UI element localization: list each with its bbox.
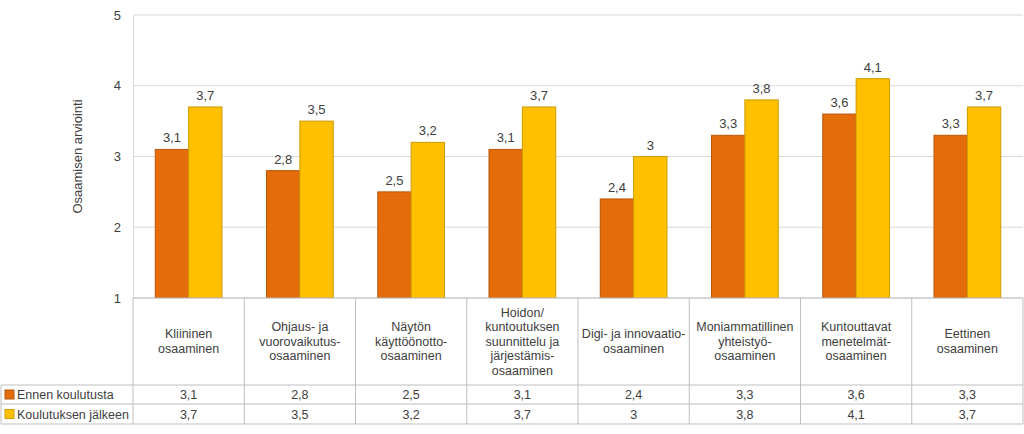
bar (967, 107, 1000, 298)
legend-label: Ennen koulutusta (17, 388, 114, 402)
grid-line (133, 15, 1023, 16)
category-label: Digi- ja innovaatio-osaaminen (582, 327, 686, 356)
y-tick: 5 (114, 8, 133, 23)
table-value: 3,7 (514, 408, 531, 422)
table-value: 3,8 (736, 408, 753, 422)
table-value: 4,1 (847, 408, 864, 422)
data-label: 3,8 (753, 81, 771, 96)
y-axis-line (133, 16, 134, 299)
data-label: 4,1 (864, 60, 882, 75)
table-line (466, 298, 467, 424)
table-value: 3,6 (847, 388, 864, 402)
table-line (1, 385, 2, 424)
table-line (355, 298, 356, 424)
bar (378, 192, 411, 298)
bar (489, 149, 522, 298)
data-label: 2,8 (274, 152, 292, 167)
table-line (1, 404, 1023, 405)
chart: 12345Osaamisen arviointi3,12,82,53,12,43… (0, 0, 1024, 434)
data-label: 2,5 (385, 173, 403, 188)
y-axis: 1 2 3 4 5 (114, 8, 134, 306)
data-label: 3,1 (163, 130, 181, 145)
table-line (1, 385, 1023, 386)
table-value: 3,2 (402, 408, 419, 422)
data-label: 3,6 (830, 95, 848, 110)
bars (155, 79, 1001, 298)
bar (155, 149, 188, 298)
legend-label: Koulutuksen jälkeen (17, 408, 129, 422)
bar (934, 135, 967, 298)
y-tick: 4 (114, 78, 133, 93)
table-value: 2,5 (402, 388, 419, 402)
bar (267, 171, 300, 298)
data-label: 3,7 (975, 88, 993, 103)
table-value: 3,7 (180, 408, 197, 422)
table-value: 2,8 (291, 388, 308, 402)
table-line (1023, 298, 1024, 424)
y-tick-label: 3 (114, 149, 121, 164)
table-line (578, 298, 579, 424)
data-label: 3,3 (719, 116, 737, 131)
legend-key (5, 390, 14, 399)
data-label: 3 (647, 138, 654, 153)
legend-entry: Ennen koulutusta (5, 388, 114, 402)
table-value: 3,1 (514, 388, 531, 402)
bar (634, 157, 667, 299)
data-labels: 3,1 2,8 2,5 3,1 2,4 3,3 3,6 3,3 3,7 3,5 3,2 3,7 3 3,8… (163, 60, 993, 195)
y-tick-label: 5 (114, 8, 121, 23)
table-line (911, 298, 912, 424)
category-label: Hoidon/kuntoutuksensuunnittelu jajärjest… (485, 306, 559, 378)
y-tick-label: 2 (114, 220, 121, 235)
grid (133, 15, 1023, 298)
y-tick: 3 (114, 149, 133, 164)
bar (522, 107, 555, 298)
table-value: 3,1 (180, 388, 197, 402)
table-line (1, 424, 1023, 425)
table-value: 3,3 (959, 388, 976, 402)
data-label: 3,2 (419, 123, 437, 138)
y-axis-title: Osaamisen arviointi (70, 99, 85, 213)
legend-key (5, 410, 14, 419)
data-table: Kliininenosaaminen Ohjaus- javuorovaikutu… (1, 298, 1023, 424)
category-label: Näytönkäyttöönotto-osaaminen (375, 320, 447, 363)
category-label: Kuntouttavatmenetelmät-osaaminen (821, 320, 892, 363)
category-label: Ohjaus- javuorovaikutus-osaaminen (259, 320, 340, 363)
category-label: Eettinenosaaminen (937, 327, 998, 356)
category-label: Kliininenosaaminen (158, 327, 219, 356)
table-value: 2,4 (625, 388, 642, 402)
bar (600, 199, 633, 298)
table-value: 3,7 (959, 408, 976, 422)
bar (712, 135, 745, 298)
bar (411, 142, 444, 298)
table-value: 3 (630, 408, 637, 422)
bar (745, 100, 778, 298)
data-label: 3,7 (530, 88, 548, 103)
bar (856, 79, 889, 298)
table-line (244, 298, 245, 424)
table-value: 3,5 (291, 408, 308, 422)
bar (189, 107, 222, 298)
category-label: Moniammatillinenyhteistyö-osaaminen (696, 320, 793, 363)
table-line (800, 298, 801, 424)
bar (823, 114, 856, 298)
y-tick: 2 (114, 220, 133, 235)
data-label: 3,7 (196, 88, 214, 103)
data-label: 3,5 (308, 102, 326, 117)
legend-entry: Koulutuksen jälkeen (5, 408, 129, 422)
table-value: 3,3 (736, 388, 753, 402)
y-tick-label: 1 (114, 291, 121, 306)
data-label: 3,3 (942, 116, 960, 131)
bar (300, 121, 333, 298)
table-line (689, 298, 690, 424)
y-tick-label: 4 (114, 78, 121, 93)
data-label: 2,4 (608, 180, 626, 195)
data-label: 3,1 (497, 130, 515, 145)
table-line (133, 298, 134, 424)
y-tick: 1 (114, 291, 133, 306)
